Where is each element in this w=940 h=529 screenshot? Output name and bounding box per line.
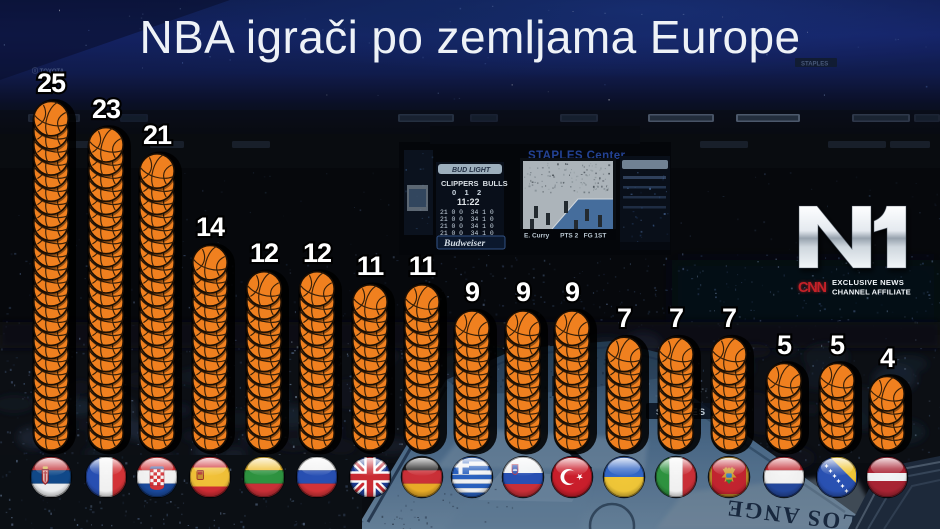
svg-text:7: 7	[617, 303, 631, 333]
svg-text:21 0 0 34 1 0: 21 0 0 34 1 0	[440, 209, 494, 216]
svg-text:CLIPPERS BULLS: CLIPPERS BULLS	[441, 179, 508, 188]
svg-text:5: 5	[777, 330, 792, 360]
svg-text:BUD LIGHT: BUD LIGHT	[452, 167, 491, 174]
svg-text:11:22: 11:22	[457, 197, 480, 207]
svg-text:14: 14	[196, 212, 225, 242]
svg-text:CHANNEL AFFILIATE: CHANNEL AFFILIATE	[832, 288, 911, 297]
svg-text:21 0 0 34 1 0: 21 0 0 34 1 0	[440, 230, 494, 237]
svg-text:7: 7	[722, 303, 736, 333]
svg-text:CNN: CNN	[798, 280, 827, 296]
svg-text:9: 9	[565, 277, 580, 307]
svg-text:Ⓘ TOYOTA: Ⓘ TOYOTA	[32, 67, 65, 75]
svg-text:STAPLES: STAPLES	[801, 62, 828, 68]
svg-text:7: 7	[669, 303, 683, 333]
svg-text:9: 9	[465, 277, 480, 307]
svg-text:E. Curry PTS 2 FG 1ST: E. Curry PTS 2 FG 1ST	[524, 233, 606, 240]
svg-text:25: 25	[37, 68, 66, 98]
svg-text:21 0 0 34 1 0: 21 0 0 34 1 0	[440, 223, 494, 230]
svg-text:EXCLUSIVE NEWS: EXCLUSIVE NEWS	[832, 278, 904, 287]
svg-text:12: 12	[303, 238, 331, 268]
svg-text:0 1 2: 0 1 2	[452, 188, 481, 197]
svg-text:4: 4	[880, 343, 895, 373]
svg-text:Budweiser: Budweiser	[443, 239, 485, 249]
svg-text:11: 11	[409, 251, 437, 281]
svg-text:21: 21	[143, 120, 172, 150]
svg-text:11: 11	[357, 251, 385, 281]
svg-text:23: 23	[92, 94, 121, 124]
svg-text:9: 9	[516, 277, 531, 307]
svg-text:5: 5	[830, 330, 845, 360]
svg-text:21 0 0 34 1 0: 21 0 0 34 1 0	[440, 216, 494, 223]
svg-text:12: 12	[250, 238, 278, 268]
